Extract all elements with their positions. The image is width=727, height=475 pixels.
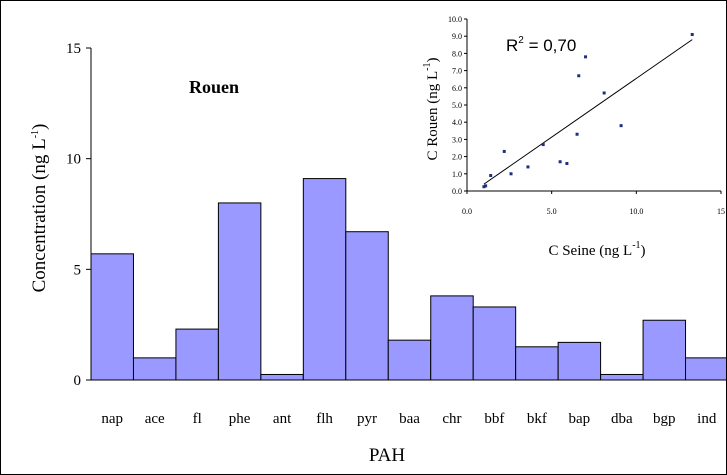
scatter-point: [502, 149, 506, 153]
inset-y-tick-label: 10.0: [448, 15, 462, 24]
category-label: flh: [316, 411, 333, 427]
inset-y-tick-label: 9.0: [452, 32, 462, 41]
inset-y-tick-label: 3.0: [452, 135, 462, 144]
inset-y-tick-label: 5.0: [452, 101, 462, 110]
category-label: chr: [442, 411, 461, 427]
category-label: ant: [273, 411, 292, 427]
category-label: bap: [569, 411, 591, 427]
bar-bkf: [515, 346, 559, 381]
scatter-point: [565, 161, 569, 165]
main-y-ticks: 0 5 10 15: [66, 41, 91, 389]
inset-y-tick-label: 6.0: [452, 84, 462, 93]
trendline: [483, 39, 693, 185]
inset-x-tick-label: 10.0: [629, 207, 643, 216]
bar-ind: [685, 357, 726, 381]
category-label: dba: [611, 411, 633, 427]
scatter-points: [482, 32, 694, 189]
category-label: ace: [145, 411, 165, 427]
scatter-point: [526, 165, 530, 169]
inset-x-tick-label: 0.0: [462, 207, 472, 216]
category-label: pyr: [357, 411, 377, 427]
y-tick-label: 15: [66, 41, 81, 57]
inset-x-axis-label: C Seine (ng L-1): [548, 240, 645, 259]
scatter-point: [602, 91, 606, 95]
bar-pyr: [345, 231, 389, 381]
inset-y-tick-label: 8.0: [452, 49, 462, 58]
bar-bbf: [472, 306, 517, 381]
bar-bgp: [642, 319, 687, 381]
bar-flh: [302, 178, 347, 381]
category-label: baa: [399, 411, 420, 427]
scatter-point: [575, 132, 579, 136]
category-label: bgp: [653, 411, 676, 427]
y-tick-label: 5: [74, 262, 82, 278]
bar-bap: [557, 341, 602, 381]
scatter-point: [482, 185, 486, 189]
inset-y-axis-label: C Rouen (ng L-1): [422, 58, 441, 161]
scatter-point: [690, 32, 694, 36]
category-label: bkf: [527, 411, 547, 427]
bar-chr: [430, 295, 474, 381]
bar-ant: [260, 373, 304, 381]
scatter-point: [619, 124, 623, 128]
inset-y-ticks: 0.0 1.0 2.0 3.0 4.0 5.0 6.0 7.0 8.0 9.0 10.0: [448, 15, 467, 196]
scatter-point: [509, 172, 513, 176]
bars: [90, 178, 726, 381]
y-axis-label: Concentration (ng L-1): [29, 124, 50, 293]
inset-y-tick-label: 4.0: [452, 118, 462, 127]
x-axis-label: PAH: [369, 445, 406, 466]
category-label: ind: [697, 411, 717, 427]
scatter-point: [541, 143, 545, 147]
scatter-point: [584, 55, 588, 59]
category-label: nap: [101, 411, 123, 427]
inset-x-tick-label: 15: [717, 207, 725, 216]
category-labels: nap ace fl phe ant flh pyr baa chr bbf bkf bap dba bg…: [101, 411, 716, 427]
inset-y-tick-label: 7.0: [452, 67, 462, 76]
category-label: phe: [229, 411, 251, 427]
scatter-point: [489, 174, 493, 178]
inset-y-tick-label: 2.0: [452, 153, 462, 162]
y-tick-label: 0: [74, 373, 82, 389]
inset-x-ticks: 0.0 5.0 10.0 15: [462, 191, 725, 216]
r-squared-annotation: R2 = 0,70: [506, 35, 576, 55]
category-label: bbf: [484, 411, 504, 427]
inset-scatter: 0.0 1.0 2.0 3.0 4.0 5.0 6.0 7.0 8.0 9.0 10.0 0.0 5.…: [401, 13, 725, 267]
inset-y-tick-label: 0.0: [452, 187, 462, 196]
bar-phe: [217, 202, 262, 381]
scatter-point: [577, 74, 581, 78]
chart-title: Rouen: [189, 77, 239, 97]
scatter-point: [484, 184, 488, 188]
bar-fl: [175, 328, 219, 381]
bar-baa: [387, 339, 432, 381]
bar-ace: [132, 357, 177, 381]
inset-y-tick-label: 1.0: [452, 170, 462, 179]
y-tick-label: 10: [66, 152, 81, 168]
bar-nap: [90, 253, 134, 381]
bar-dba: [600, 373, 644, 381]
inset-x-tick-label: 5.0: [547, 207, 557, 216]
category-label: fl: [193, 411, 202, 427]
scatter-point: [558, 160, 562, 164]
